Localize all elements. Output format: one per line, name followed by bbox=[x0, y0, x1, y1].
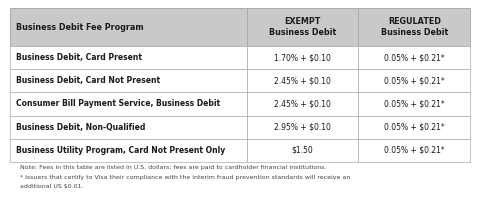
Text: Business Debit, Non-Qualified: Business Debit, Non-Qualified bbox=[16, 123, 145, 132]
Text: Business Debit, Card Present: Business Debit, Card Present bbox=[16, 53, 142, 62]
Bar bbox=[359, 116, 470, 139]
Text: Business Debit: Business Debit bbox=[381, 28, 448, 36]
Bar bbox=[10, 46, 247, 69]
Text: 1.70% + $0.10: 1.70% + $0.10 bbox=[274, 53, 331, 62]
Bar bbox=[359, 92, 470, 116]
Bar bbox=[359, 8, 470, 46]
Bar bbox=[247, 139, 359, 162]
Bar bbox=[10, 69, 247, 92]
Text: Business Debit: Business Debit bbox=[269, 28, 336, 36]
Bar bbox=[359, 69, 470, 92]
Text: EXEMPT: EXEMPT bbox=[285, 18, 321, 26]
Text: REGULATED: REGULATED bbox=[388, 18, 441, 26]
Bar bbox=[10, 8, 247, 46]
Text: additional US $0.01.: additional US $0.01. bbox=[20, 184, 84, 189]
Text: Business Utility Program, Card Not Present Only: Business Utility Program, Card Not Prese… bbox=[16, 146, 225, 155]
Bar bbox=[10, 116, 247, 139]
Text: 2.45% + $0.10: 2.45% + $0.10 bbox=[274, 99, 331, 109]
Text: 0.05% + $0.21*: 0.05% + $0.21* bbox=[384, 76, 444, 85]
Text: 2.45% + $0.10: 2.45% + $0.10 bbox=[274, 76, 331, 85]
Text: Business Debit Fee Program: Business Debit Fee Program bbox=[16, 22, 144, 32]
Text: 0.05% + $0.21*: 0.05% + $0.21* bbox=[384, 99, 444, 109]
Bar bbox=[359, 139, 470, 162]
Text: 0.05% + $0.21*: 0.05% + $0.21* bbox=[384, 123, 444, 132]
Bar bbox=[10, 92, 247, 116]
Text: * Issuers that certify to Visa their compliance with the interim fraud preventio: * Issuers that certify to Visa their com… bbox=[20, 174, 350, 180]
Bar bbox=[10, 139, 247, 162]
Bar bbox=[247, 8, 359, 46]
Text: $1.50: $1.50 bbox=[292, 146, 313, 155]
Bar bbox=[247, 46, 359, 69]
Text: Business Debit, Card Not Present: Business Debit, Card Not Present bbox=[16, 76, 160, 85]
Text: Note: Fees in this table are listed in U.S. dollars; fees are paid to cardholder: Note: Fees in this table are listed in U… bbox=[20, 165, 326, 170]
Text: Consumer Bill Payment Service, Business Debit: Consumer Bill Payment Service, Business … bbox=[16, 99, 220, 109]
Text: 0.05% + $0.21*: 0.05% + $0.21* bbox=[384, 146, 444, 155]
Bar bbox=[247, 116, 359, 139]
Text: 2.95% + $0.10: 2.95% + $0.10 bbox=[274, 123, 331, 132]
Text: 0.05% + $0.21*: 0.05% + $0.21* bbox=[384, 53, 444, 62]
Bar bbox=[359, 46, 470, 69]
Bar bbox=[247, 69, 359, 92]
Bar bbox=[247, 92, 359, 116]
